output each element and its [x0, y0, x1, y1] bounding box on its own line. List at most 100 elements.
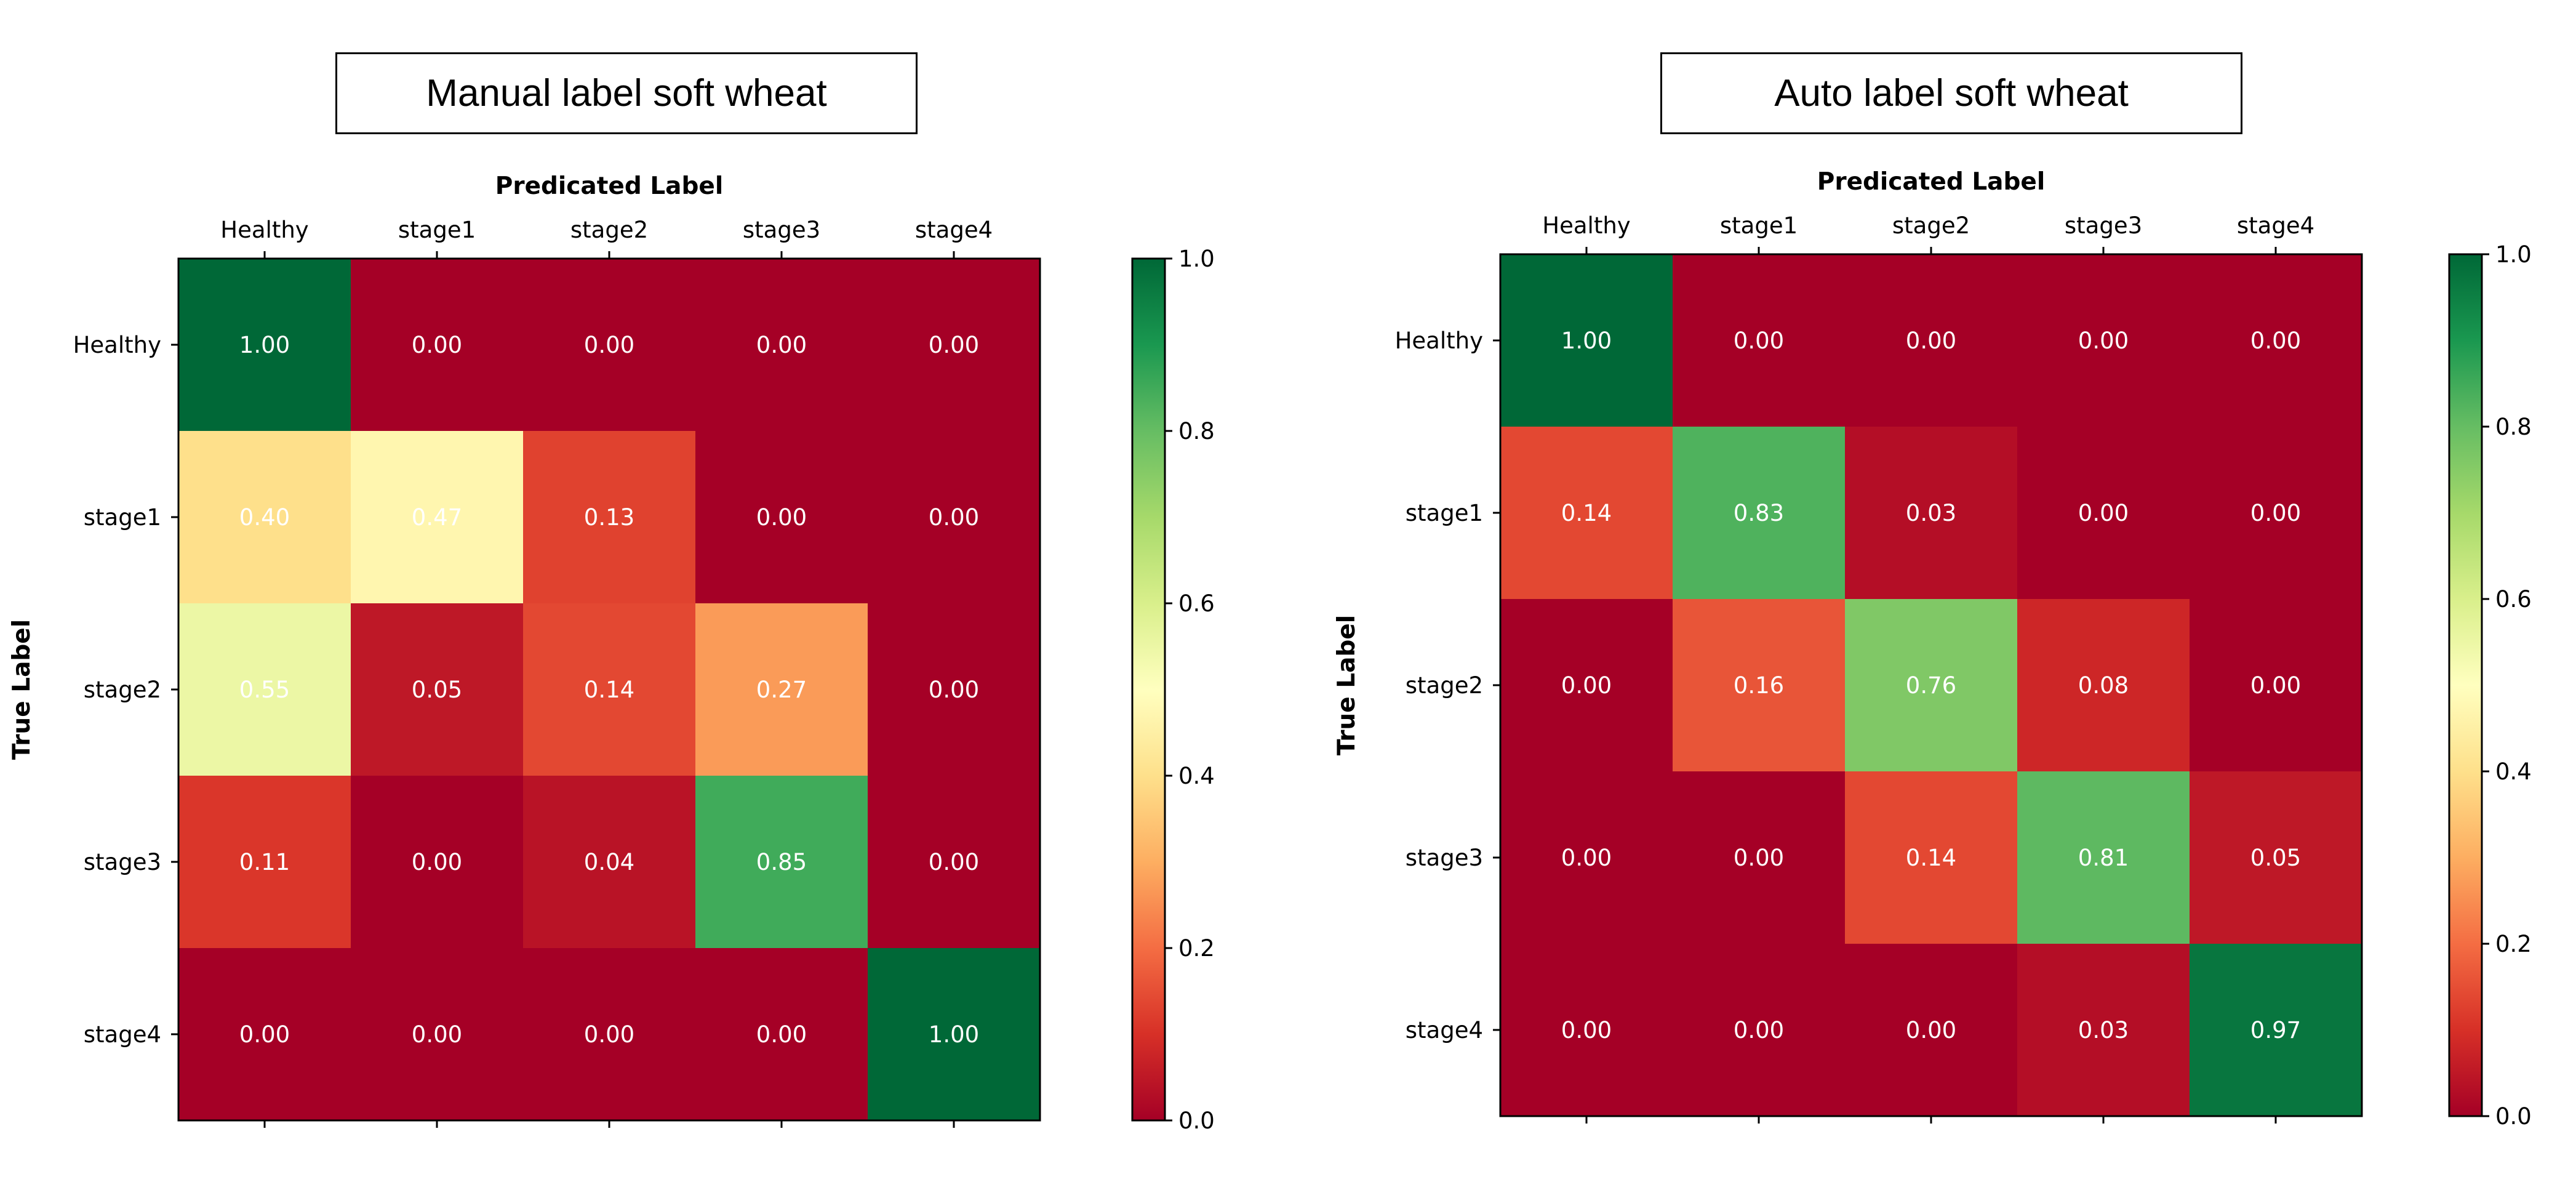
manual-heatmap-cell — [178, 603, 351, 776]
manual-colorbar-tick-label: 1.0 — [1178, 246, 1215, 272]
auto-cell-value-label: 0.16 — [1734, 672, 1784, 699]
auto-heatmap-cell — [2017, 944, 2190, 1117]
manual-cell-value-label: 0.00 — [239, 1021, 290, 1048]
manual-heatmap-cell — [868, 431, 1041, 604]
manual-heatmap-cell — [351, 776, 524, 949]
manual-x-tick-label: stage2 — [570, 217, 648, 243]
auto-colorbar-tick-label: 0.6 — [2495, 586, 2532, 613]
manual-heatmap-cell — [523, 259, 696, 432]
manual-y-tick-label: stage1 — [84, 504, 161, 531]
manual-cell-value-label: 0.00 — [929, 332, 979, 358]
manual-heatmap-cell — [695, 948, 868, 1121]
manual-y-tick-label: stage2 — [84, 677, 161, 703]
manual-cell-value-label: 0.14 — [584, 677, 634, 703]
manual-heatmap-cell — [868, 948, 1041, 1121]
manual-heatmap-cell — [868, 776, 1041, 949]
manual-cell-value-label: 0.13 — [584, 504, 634, 531]
auto-x-tick-label: stage1 — [1720, 212, 1798, 239]
manual-cell-value-label: 0.00 — [756, 332, 807, 358]
auto-x-tick-label: stage4 — [2237, 212, 2314, 239]
auto-colorbar-tick-label: 0.2 — [2495, 931, 2532, 957]
auto-cell-value-label: 0.00 — [1561, 845, 1612, 871]
manual-cell-value-label: 0.00 — [929, 504, 979, 531]
manual-heatmap-cell — [178, 431, 351, 604]
manual-x-tick-label: stage1 — [398, 217, 476, 243]
manual-heatmap-cell — [351, 603, 524, 776]
auto-cell-value-label: 0.00 — [1734, 1017, 1784, 1043]
auto-chart-title: Auto label soft wheat — [1660, 52, 2242, 134]
auto-heatmap-cell — [2190, 771, 2362, 944]
auto-heatmap-cell — [2017, 771, 2190, 944]
manual-heatmap-cell — [523, 776, 696, 949]
manual-cell-value-label: 0.00 — [584, 332, 634, 358]
manual-colorbar — [1131, 257, 1166, 1122]
auto-cell-value-label: 0.00 — [1906, 328, 1956, 354]
manual-colorbar-tick-label: 0.6 — [1178, 590, 1215, 617]
manual-y-tick-label: Healthy — [73, 332, 161, 358]
manual-cell-value-label: 0.00 — [929, 677, 979, 703]
manual-x-axis-title: Predicated Label — [495, 172, 723, 200]
auto-heatmap-cell — [1673, 771, 1846, 944]
auto-cell-value-label: 0.03 — [1906, 500, 1956, 526]
auto-heatmap-cell — [2190, 944, 2362, 1117]
manual-heatmap-cell — [868, 259, 1041, 432]
manual-heatmap-cell — [351, 431, 524, 604]
manual-cell-value-label: 0.00 — [412, 332, 462, 358]
auto-cell-value-label: 0.14 — [1561, 500, 1612, 526]
manual-y-tick-label: stage4 — [84, 1021, 161, 1048]
manual-cell-value-label: 0.85 — [756, 849, 807, 875]
manual-cell-value-label: 1.00 — [239, 332, 290, 358]
auto-heatmap-cell — [1673, 254, 1846, 427]
auto-y-tick-label: stage1 — [1406, 500, 1483, 526]
manual-cell-value-label: 0.27 — [756, 677, 807, 703]
auto-heatmap-cell — [1845, 771, 2018, 944]
auto-cell-value-label: 0.00 — [1561, 1017, 1612, 1043]
manual-heatmap-cell — [178, 259, 351, 432]
auto-cell-value-label: 0.00 — [2250, 672, 2301, 699]
auto-heatmap-cell — [1500, 254, 1673, 427]
auto-x-tick-label: stage3 — [2065, 212, 2142, 239]
manual-cell-value-label: 0.00 — [756, 1021, 807, 1048]
auto-cell-value-label: 0.00 — [2078, 328, 2129, 354]
auto-heatmap-cell — [1845, 599, 2018, 772]
auto-x-tick-label: stage2 — [1892, 212, 1970, 239]
auto-cell-value-label: 1.00 — [1561, 328, 1612, 354]
manual-heatmap-cell — [178, 948, 351, 1121]
manual-confusion-matrix: 1.00 0.00 0.00 0.00 0.000.40 0.47 0.13 0.00 0.00… — [8, 172, 1215, 1134]
auto-heatmap-cell — [1673, 599, 1846, 772]
auto-cell-value-label: 0.00 — [1734, 328, 1784, 354]
auto-cell-value-label: 0.97 — [2250, 1017, 2301, 1043]
manual-colorbar-tick-label: 0.8 — [1178, 418, 1215, 444]
manual-cell-value-label: 0.00 — [756, 504, 807, 531]
auto-y-tick-label: Healthy — [1395, 328, 1483, 354]
manual-cell-value-label: 0.47 — [412, 504, 462, 531]
manual-heatmap-cell — [695, 431, 868, 604]
auto-cell-value-label: 0.00 — [2250, 500, 2301, 526]
auto-cell-value-label: 0.00 — [1734, 845, 1784, 871]
auto-cell-value-label: 0.05 — [2250, 845, 2301, 871]
auto-heatmap-cell — [2017, 427, 2190, 600]
auto-cell-value-label: 0.00 — [1906, 1017, 1956, 1043]
manual-heatmap-cell — [868, 603, 1041, 776]
auto-heatmap-cell — [1500, 599, 1673, 772]
manual-y-tick-label: stage3 — [84, 849, 161, 875]
manual-heatmap-cell — [351, 948, 524, 1121]
manual-cell-value-label: 0.04 — [584, 849, 634, 875]
manual-colorbar-tick-label: 0.4 — [1178, 763, 1215, 789]
manual-y-axis-title: True Label — [8, 619, 36, 760]
auto-heatmap-cell — [1673, 944, 1846, 1117]
manual-cell-value-label: 0.11 — [239, 849, 290, 875]
auto-x-axis-title: Predicated Label — [1817, 168, 2045, 196]
manual-chart-title: Manual label soft wheat — [335, 52, 918, 134]
manual-heatmap-cell — [523, 431, 696, 604]
auto-heatmap-cell — [2190, 254, 2362, 427]
auto-heatmap-cell — [1500, 944, 1673, 1117]
manual-colorbar-tick-label: 0.2 — [1178, 935, 1215, 962]
manual-x-tick-label: stage3 — [743, 217, 820, 243]
auto-heatmap-cell — [2017, 254, 2190, 427]
manual-cell-value-label: 0.00 — [584, 1021, 634, 1048]
auto-heatmap-cell — [1500, 771, 1673, 944]
auto-cell-value-label: 0.14 — [1906, 845, 1956, 871]
manual-cell-value-label: 0.00 — [412, 1021, 462, 1048]
manual-heatmap-cell — [351, 259, 524, 432]
